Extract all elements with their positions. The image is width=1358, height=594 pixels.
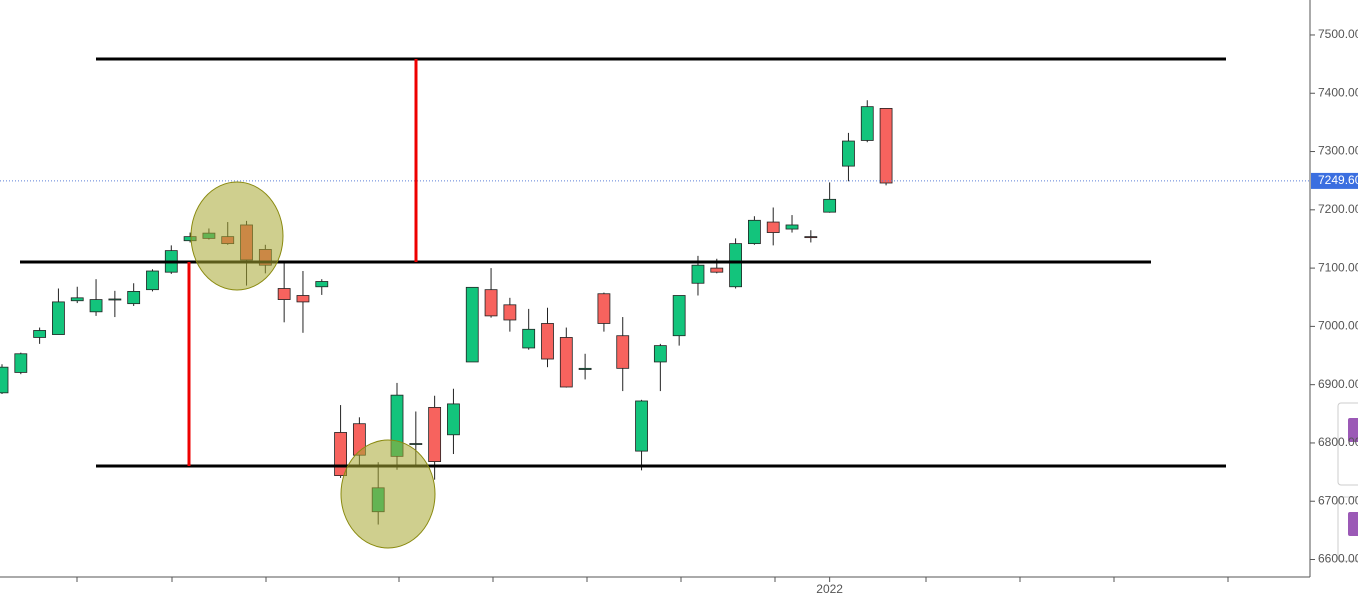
candle-body: [766, 221, 780, 233]
candle-body: [334, 432, 347, 476]
y-tick-label: 7500.00: [1318, 27, 1358, 41]
candle-body: [860, 106, 874, 141]
candle-body: [52, 301, 65, 335]
candle-body: [785, 224, 799, 230]
candle-body: [541, 323, 554, 360]
candle-body: [465, 286, 479, 363]
candle-body: [653, 345, 667, 363]
candle-body: [823, 198, 837, 213]
candle-body: [729, 243, 742, 288]
candle-body: [428, 406, 442, 463]
candle-body: [14, 353, 28, 373]
y-tick-label: 6600.00: [1318, 552, 1358, 566]
candle-body: [879, 108, 893, 184]
candle-body: [597, 293, 611, 324]
candle-body: [710, 267, 724, 273]
candle-body: [108, 298, 122, 301]
candle-body: [33, 330, 47, 338]
candle-body: [127, 291, 141, 305]
highlight-ellipse: [190, 181, 284, 291]
highlight-ellipse: [340, 439, 436, 549]
candle-body: [635, 400, 648, 452]
y-tick-label: 7100.00: [1318, 260, 1358, 274]
y-tick-label: 7000.00: [1318, 319, 1358, 333]
candle-body: [409, 443, 423, 445]
candle-body: [484, 289, 498, 317]
candle-body: [804, 236, 818, 239]
y-tick-label: 6700.00: [1318, 493, 1358, 507]
candle-body: [146, 270, 159, 291]
candle-body: [296, 295, 310, 303]
candle-body: [0, 366, 9, 394]
candle-body: [70, 297, 84, 302]
y-tick-label: 7400.00: [1318, 85, 1358, 99]
candle-body: [277, 288, 291, 300]
plot-area: [0, 100, 1310, 525]
y-tick-label: 7300.00: [1318, 144, 1358, 158]
candle-body: [691, 264, 705, 284]
side-widget-icon[interactable]: [1348, 418, 1358, 442]
x-tick-label: 2022: [816, 582, 843, 594]
y-tick-label: 7200.00: [1318, 202, 1358, 216]
y-tick-label: 6900.00: [1318, 377, 1358, 391]
candle-body: [559, 337, 573, 388]
y-tick-label: 6800.00: [1318, 435, 1358, 449]
candle-body: [842, 140, 855, 167]
candle-body: [89, 299, 103, 313]
last-price-label: 7249.60: [1318, 173, 1358, 187]
candle-body: [672, 295, 686, 337]
candle-body: [447, 403, 460, 436]
x-axis-ticks: [76, 577, 1229, 582]
last-price-tag: [1311, 172, 1358, 189]
candle-body: [748, 219, 761, 245]
side-widget-icon[interactable]: [1348, 512, 1358, 536]
candle-body: [522, 328, 536, 349]
candle-body: [578, 367, 592, 370]
candle-body: [616, 335, 630, 369]
candle-body: [315, 281, 329, 288]
candle-body: [503, 304, 517, 321]
